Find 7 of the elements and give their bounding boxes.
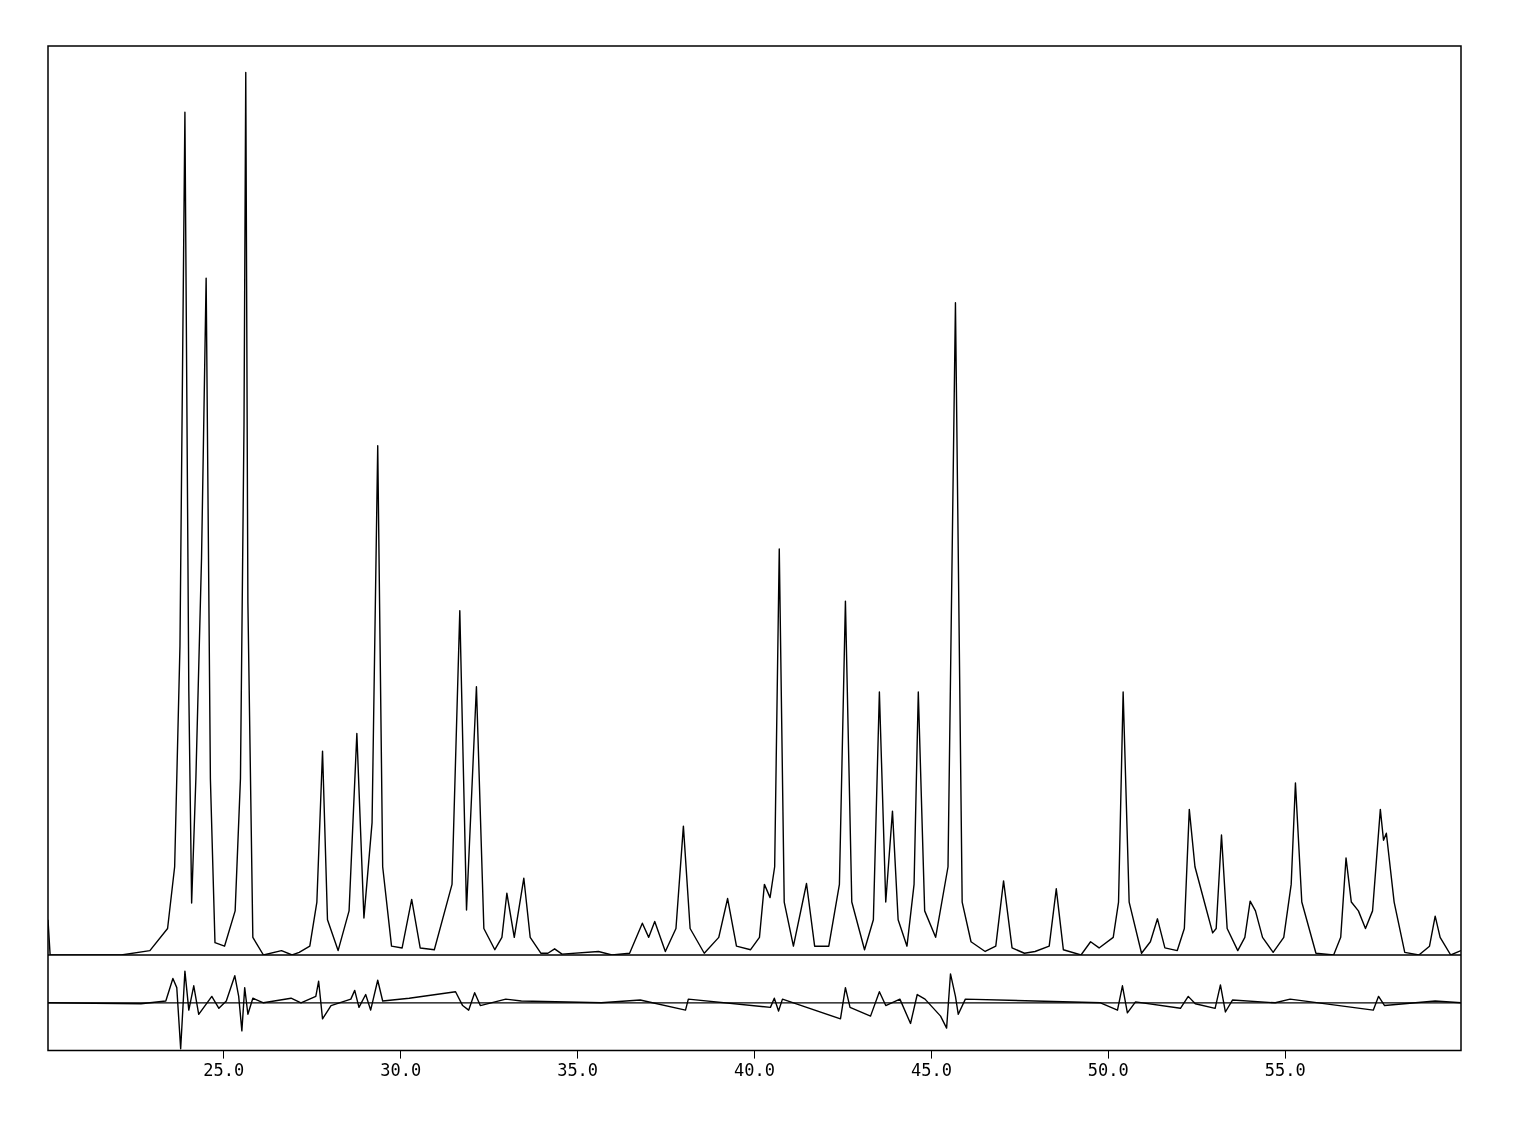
x-tick-label: 45.0: [910, 1060, 952, 1081]
x-tick-label: 40.0: [734, 1060, 775, 1081]
x-tick-label: 30.0: [380, 1060, 422, 1081]
x-tick-label: 35.0: [557, 1060, 599, 1081]
x-tick-label: 50.0: [1087, 1060, 1129, 1081]
x-tick-label: 25.0: [203, 1060, 245, 1081]
x-tick-label: 55.0: [1264, 1060, 1306, 1081]
